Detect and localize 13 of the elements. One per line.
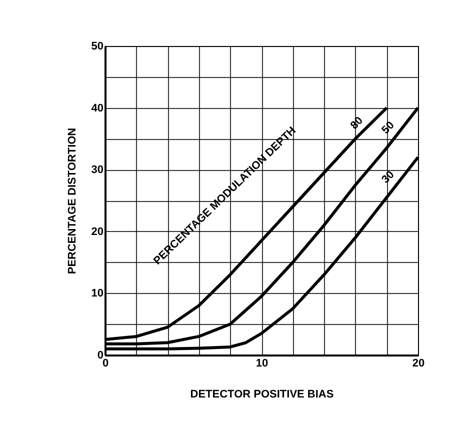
text: 50 — [380, 119, 397, 136]
y-tick-label: 40 — [91, 102, 104, 114]
y-tick-label: 20 — [91, 226, 104, 238]
text: 80 — [348, 114, 366, 132]
x-tick-label: 20 — [412, 358, 425, 370]
x-axis-title: DETECTOR POSITIVE BIAS — [190, 388, 334, 400]
text: 30 — [380, 168, 397, 186]
y-axis-title: PERCENTAGE DISTORTION — [66, 128, 78, 274]
y-tick-label: 50 — [91, 40, 104, 52]
y-tick-label: 0 — [97, 350, 104, 362]
y-tick-label: 10 — [91, 288, 104, 300]
x-tick-label: 10 — [256, 358, 268, 370]
y-tick-label: 30 — [91, 164, 104, 176]
